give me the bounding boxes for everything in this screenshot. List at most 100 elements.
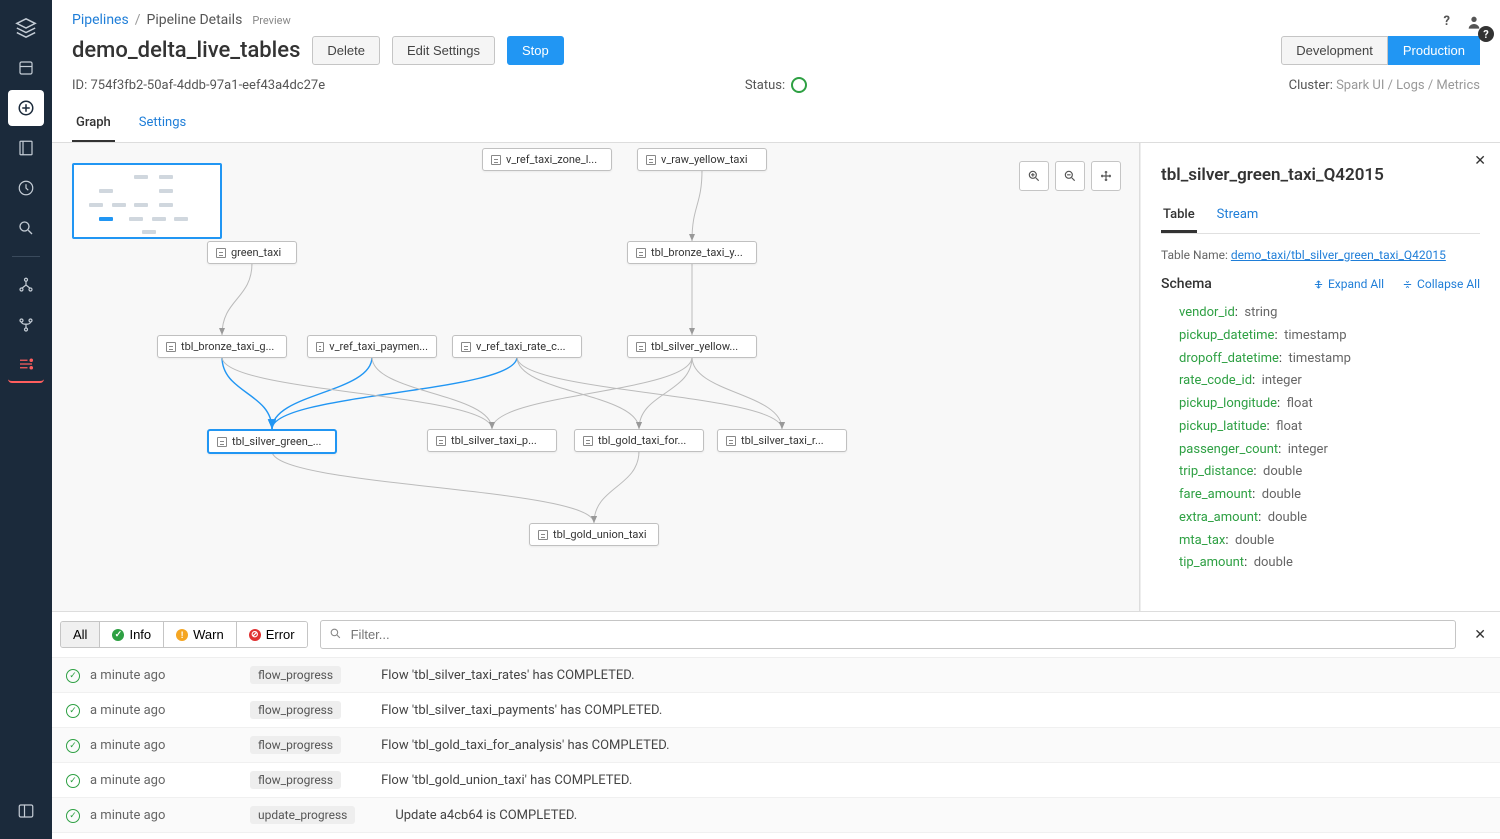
table-icon: [216, 248, 226, 258]
event-filter-input[interactable]: [320, 620, 1457, 649]
check-icon: ✓: [66, 739, 80, 753]
nav-data-icon[interactable]: [8, 50, 44, 86]
filter-all-button[interactable]: All: [61, 622, 100, 647]
development-button[interactable]: Development: [1281, 36, 1388, 65]
graph-node[interactable]: tbl_silver_green_...: [207, 429, 337, 454]
expand-all-button[interactable]: Expand All: [1313, 277, 1384, 291]
logo-icon[interactable]: [8, 10, 44, 46]
table-icon: [217, 437, 227, 447]
table-icon: [316, 342, 324, 352]
table-icon: [166, 342, 176, 352]
graph-node[interactable]: v_ref_taxi_zone_l...: [482, 148, 612, 171]
event-row[interactable]: ✓a minute agoflow_progressFlow 'tbl_gold…: [52, 763, 1500, 798]
details-title: tbl_silver_green_taxi_Q42015: [1161, 165, 1480, 185]
graph-node[interactable]: tbl_silver_taxi_r...: [717, 429, 847, 452]
event-row[interactable]: ✓a minute agoupdate_progressUpdate a4cb6…: [52, 798, 1500, 833]
detail-tab-table[interactable]: Table: [1161, 199, 1197, 233]
event-row[interactable]: ✓a minute agoflow_progressFlow 'tbl_silv…: [52, 658, 1500, 693]
pipeline-id: ID: 754f3fb2-50af-4ddb-97a1-eef43a4dc27e: [72, 78, 541, 93]
breadcrumb-root[interactable]: Pipelines: [72, 12, 129, 28]
mode-toggle: Development Production ?: [1281, 36, 1480, 65]
check-icon: ✓: [66, 809, 80, 823]
event-row[interactable]: ✓a minute agoflow_progressFlow 'tbl_gold…: [52, 728, 1500, 763]
check-icon: ✓: [66, 669, 80, 683]
table-icon: [583, 436, 593, 446]
detail-tab-stream[interactable]: Stream: [1215, 199, 1261, 233]
table-icon: [491, 155, 501, 165]
top-right-icons: ?: [1444, 14, 1482, 34]
help-icon[interactable]: ?: [1444, 14, 1450, 34]
graph-canvas[interactable]: v_ref_taxi_zone_l... v_raw_yellow_taxigre…: [52, 143, 1140, 611]
graph-node[interactable]: v_ref_taxi_paymen...: [307, 335, 437, 358]
rail-divider: [12, 256, 40, 257]
graph-node[interactable]: tbl_gold_taxi_for...: [574, 429, 704, 452]
table-icon: [646, 155, 656, 165]
status-indicator-icon: [791, 77, 807, 93]
delete-button[interactable]: Delete: [312, 36, 380, 65]
nav-jobs-icon[interactable]: [8, 347, 44, 383]
graph-node[interactable]: v_raw_yellow_taxi: [637, 148, 767, 171]
schema-column: pickup_longitude: float: [1179, 393, 1480, 416]
table-icon: [461, 342, 471, 352]
production-button[interactable]: Production: [1388, 36, 1480, 65]
schema-column: dropoff_datetime: timestamp: [1179, 348, 1480, 371]
filter-warn-button[interactable]: !Warn: [164, 622, 237, 647]
check-icon: ✓: [66, 774, 80, 788]
table-icon: [436, 436, 446, 446]
schema-column: rate_code_id: integer: [1179, 370, 1480, 393]
event-row[interactable]: ✓a minute agoflow_progressFlow 'tbl_silv…: [52, 693, 1500, 728]
stop-button[interactable]: Stop: [507, 36, 564, 65]
close-details-icon[interactable]: ✕: [1474, 153, 1486, 169]
graph-node[interactable]: tbl_silver_taxi_p...: [427, 429, 557, 452]
nav-panel-icon[interactable]: [8, 793, 44, 829]
schema-column: extra_amount: double: [1179, 507, 1480, 530]
schema-column: mta_tax: double: [1179, 530, 1480, 553]
table-icon: [636, 248, 646, 258]
schema-label: Schema: [1161, 276, 1212, 292]
events-list: ✓a minute agoflow_progressFlow 'tbl_silv…: [52, 658, 1500, 839]
graph-node[interactable]: green_taxi: [207, 241, 297, 264]
graph-node[interactable]: tbl_bronze_taxi_y...: [627, 241, 757, 264]
graph-node[interactable]: tbl_bronze_taxi_g...: [157, 335, 287, 358]
schema-column: trip_distance: double: [1179, 461, 1480, 484]
schema-column: passenger_count: integer: [1179, 439, 1480, 462]
graph-node[interactable]: tbl_gold_union_taxi: [529, 523, 659, 546]
breadcrumb-badge: Preview: [252, 14, 290, 27]
cluster-link[interactable]: Spark UI / Logs / Metrics: [1336, 78, 1480, 93]
nav-create-icon[interactable]: [8, 90, 44, 126]
mode-help-icon[interactable]: ?: [1478, 26, 1494, 42]
nav-recents-icon[interactable]: [8, 170, 44, 206]
nav-workflows-icon[interactable]: [8, 307, 44, 343]
close-events-icon[interactable]: ✕: [1468, 627, 1492, 643]
nav-compute-icon[interactable]: [8, 267, 44, 303]
schema-column: tip_amount: double: [1179, 552, 1480, 575]
tab-settings[interactable]: Settings: [135, 105, 190, 142]
nav-workspace-icon[interactable]: [8, 130, 44, 166]
table-name-row: Table Name: demo_taxi/tbl_silver_green_t…: [1161, 248, 1480, 262]
pipeline-status: Status:: [541, 77, 1010, 93]
events-panel: All ✓Info !Warn ⊘Error ✕ ✓a minute agofl…: [52, 611, 1500, 839]
tab-graph[interactable]: Graph: [72, 105, 115, 142]
details-panel: ✕ tbl_silver_green_taxi_Q42015 Table Str…: [1140, 143, 1500, 611]
table-icon: [726, 436, 736, 446]
edit-settings-button[interactable]: Edit Settings: [392, 36, 495, 65]
nav-search-icon[interactable]: [8, 210, 44, 246]
collapse-all-button[interactable]: Collapse All: [1402, 277, 1480, 291]
graph-node[interactable]: v_ref_taxi_rate_c...: [452, 335, 582, 358]
filter-info-button[interactable]: ✓Info: [100, 622, 164, 647]
left-rail: [0, 0, 52, 839]
table-icon: [636, 342, 646, 352]
breadcrumb-current: Pipeline Details: [147, 12, 243, 28]
schema-column: fare_amount: double: [1179, 484, 1480, 507]
check-icon: ✓: [66, 704, 80, 718]
page-title: demo_delta_live_tables: [72, 38, 300, 63]
event-filter-group: All ✓Info !Warn ⊘Error: [60, 621, 308, 648]
table-icon: [538, 530, 548, 540]
graph-node[interactable]: tbl_silver_yellow...: [627, 335, 757, 358]
cluster-links: Cluster: Spark UI / Logs / Metrics: [1011, 78, 1480, 93]
breadcrumb: Pipelines / Pipeline Details Preview: [72, 12, 1480, 28]
search-icon: [329, 627, 342, 644]
filter-error-button[interactable]: ⊘Error: [237, 622, 307, 647]
schema-column: vendor_id: string: [1179, 302, 1480, 325]
table-name-link[interactable]: demo_taxi/tbl_silver_green_taxi_Q42015: [1231, 248, 1446, 262]
